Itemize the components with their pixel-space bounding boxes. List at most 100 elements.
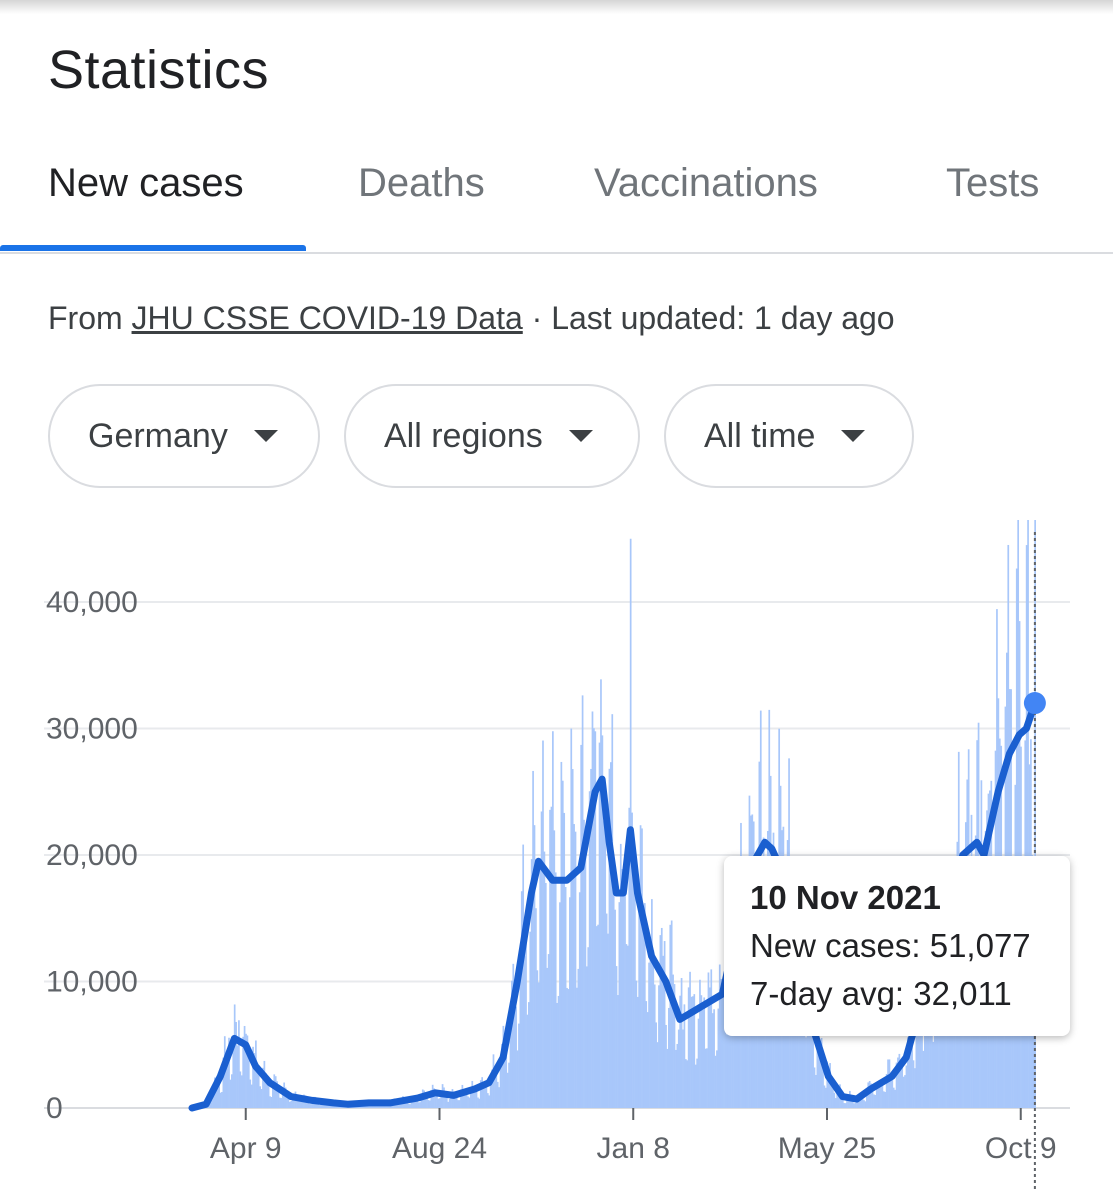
daily-bar [279, 1097, 281, 1108]
last-updated: · Last updated: 1 day ago [531, 300, 895, 336]
region-dropdown[interactable]: All regions [344, 384, 640, 488]
daily-bar [499, 1062, 502, 1108]
daily-bar [560, 761, 563, 1108]
daily-bar [407, 1103, 410, 1108]
daily-bar [535, 908, 537, 1108]
daily-bar [305, 1100, 308, 1108]
daily-bar [901, 1063, 904, 1108]
tab-vaccinations[interactable]: Vaccinations [594, 161, 818, 205]
daily-bar [301, 1096, 304, 1108]
daily-bar [259, 1086, 261, 1108]
daily-bar [874, 1094, 877, 1108]
daily-bar [696, 1058, 698, 1108]
daily-bar [461, 1084, 464, 1108]
daily-bar [873, 1094, 875, 1108]
daily-bar [308, 1103, 311, 1108]
daily-bar [554, 872, 557, 1108]
daily-bar [837, 1089, 840, 1108]
daily-bar [338, 1105, 341, 1108]
daily-bar [515, 1006, 517, 1108]
daily-bar [410, 1098, 413, 1108]
tabs-divider [0, 252, 1113, 254]
time-range-dropdown[interactable]: All time [664, 384, 914, 488]
daily-bar [583, 819, 585, 1108]
daily-bar [471, 1080, 474, 1108]
daily-bar [820, 1037, 823, 1108]
daily-bar [581, 695, 584, 1108]
tab-tests[interactable]: Tests [946, 161, 1040, 205]
daily-bar [684, 1059, 687, 1108]
daily-bar [824, 1087, 827, 1108]
daily-bar [570, 728, 573, 1108]
daily-bar [465, 1090, 468, 1108]
daily-bar [400, 1101, 403, 1108]
daily-bar [701, 1009, 704, 1108]
daily-bar [444, 1090, 447, 1108]
daily-bar [426, 1091, 428, 1108]
daily-bar [714, 1055, 717, 1108]
daily-bar [496, 1081, 499, 1108]
source-link[interactable]: JHU CSSE COVID-19 Data [131, 300, 523, 336]
daily-bar [860, 1095, 863, 1108]
daily-bar [734, 1013, 737, 1108]
daily-bar [721, 990, 724, 1108]
daily-bar [566, 987, 568, 1108]
daily-bar [667, 1007, 670, 1108]
daily-bar [428, 1100, 431, 1108]
daily-bar [567, 989, 570, 1108]
daily-bar [795, 1001, 797, 1108]
daily-bar [915, 1021, 918, 1108]
daily-bar [636, 996, 639, 1108]
x-tick-label: Apr 9 [210, 1132, 282, 1165]
daily-bar [841, 1094, 844, 1108]
daily-bar [379, 1105, 382, 1108]
daily-bar [895, 1062, 898, 1108]
tab-new-cases[interactable]: New cases [48, 161, 244, 205]
daily-bar [847, 1094, 850, 1108]
daily-bar [280, 1097, 283, 1108]
daily-bar [816, 1035, 819, 1108]
daily-bar [639, 825, 642, 1108]
daily-bar [744, 967, 747, 1108]
daily-bar [673, 984, 676, 1108]
daily-bar [588, 791, 591, 1108]
daily-bar [1015, 568, 1018, 1108]
daily-bar [868, 1081, 871, 1108]
daily-bar [857, 1096, 860, 1108]
daily-bar [211, 1099, 213, 1108]
daily-bar [460, 1089, 462, 1108]
daily-bar [256, 1065, 259, 1108]
source-prefix: From [48, 300, 123, 336]
daily-bar [631, 812, 633, 1108]
daily-bar [815, 1074, 817, 1108]
tab-deaths[interactable]: Deaths [358, 161, 485, 205]
daily-bar [399, 1104, 401, 1108]
daily-bar [246, 1035, 249, 1108]
daily-bar [247, 1050, 250, 1108]
daily-bar [704, 1048, 707, 1108]
daily-bar [1017, 520, 1020, 1109]
daily-bar [858, 1094, 861, 1108]
daily-bar [649, 937, 652, 1108]
x-tick-label: Oct 9 [985, 1132, 1057, 1165]
daily-bar [369, 1105, 372, 1108]
daily-bar [607, 933, 609, 1108]
active-tab-indicator [0, 245, 306, 251]
daily-bar [806, 980, 809, 1108]
country-dropdown[interactable]: Germany [48, 384, 320, 488]
daily-bar [812, 1020, 814, 1108]
daily-bar [414, 1097, 417, 1108]
daily-bar [571, 769, 574, 1108]
top-shadow [0, 0, 1113, 14]
tooltip-avg: 7-day avg: 32,011 [750, 975, 1012, 1012]
daily-bar [470, 1091, 472, 1108]
caret-down-icon [568, 430, 593, 442]
daily-bar [885, 1073, 888, 1108]
daily-bar [501, 1043, 503, 1108]
daily-bar [836, 1090, 838, 1108]
daily-bar [902, 1076, 905, 1108]
daily-bar [443, 1087, 445, 1108]
x-tick-label: Aug 24 [392, 1132, 487, 1165]
daily-bar [953, 983, 956, 1108]
daily-bar [527, 1002, 530, 1108]
